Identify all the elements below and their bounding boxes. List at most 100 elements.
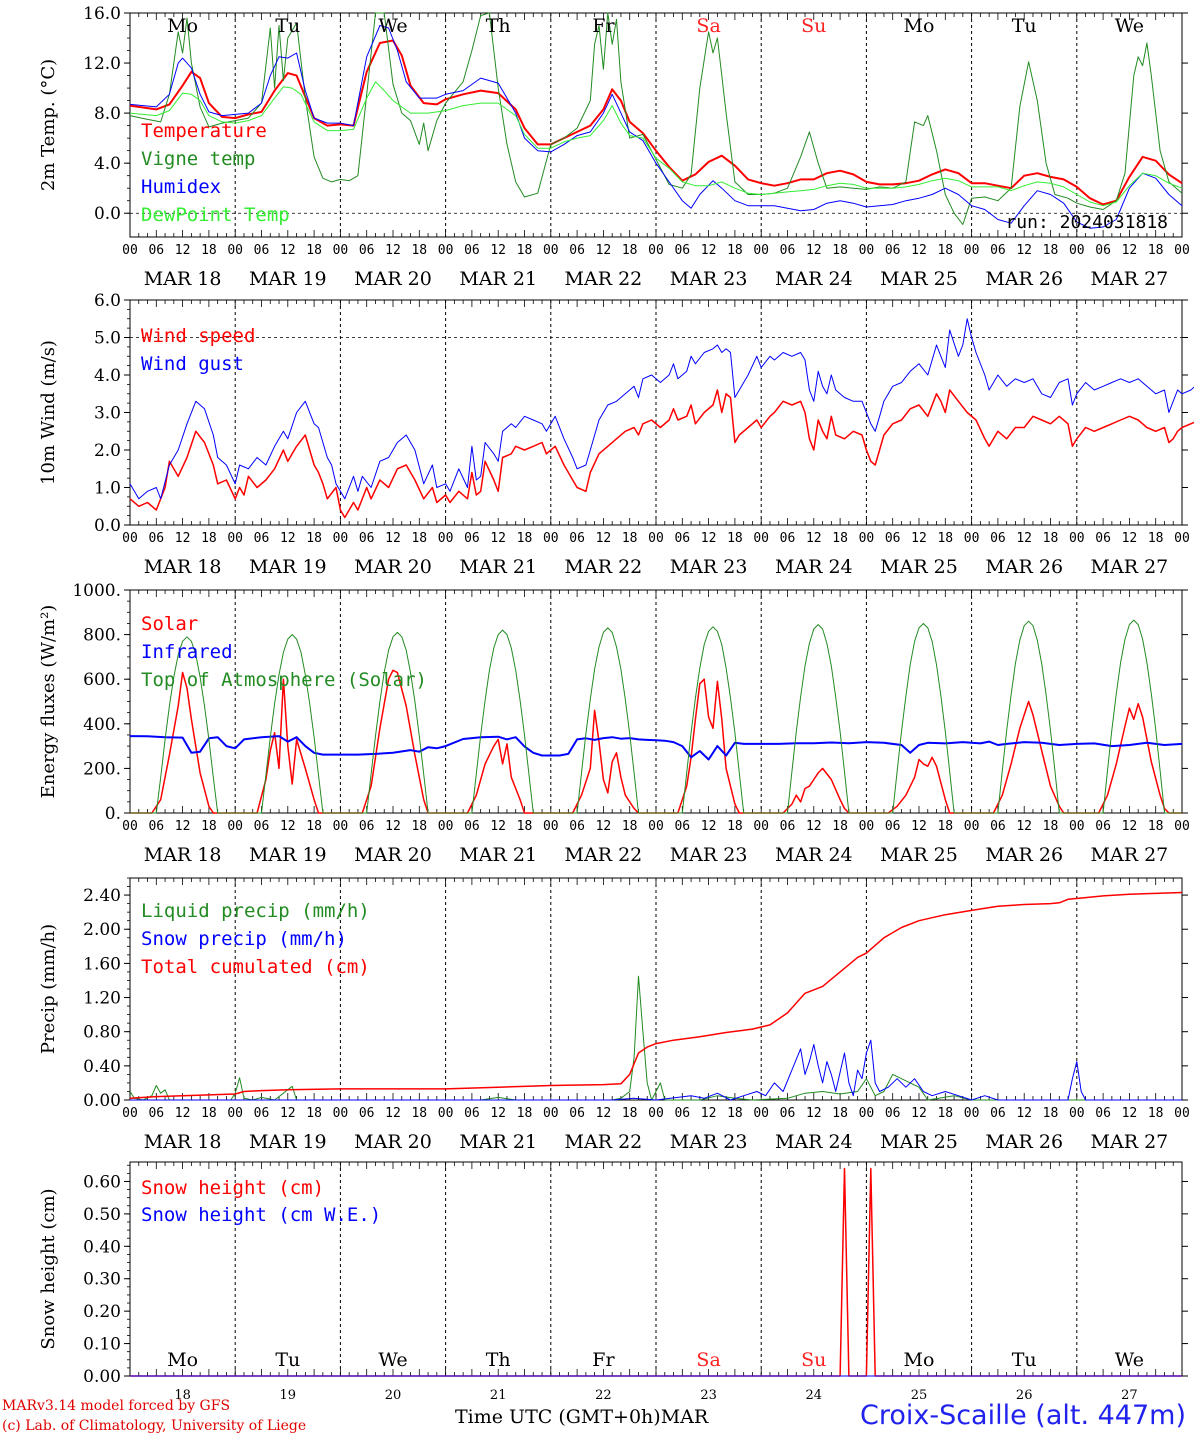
legend-entry: Total cumulated (cm) xyxy=(141,956,370,978)
hour-tick-label: 00 xyxy=(227,819,243,834)
day-number-label: 18 xyxy=(174,1388,191,1403)
day-number-label: 23 xyxy=(700,1388,717,1403)
hour-tick-label: 18 xyxy=(832,531,848,546)
hour-tick-label: 18 xyxy=(1043,531,1059,546)
y-tick-label: 0.20 xyxy=(83,1302,121,1322)
y-tick-label: 8.0 xyxy=(94,104,121,124)
y-tick-label: 0.0 xyxy=(94,204,121,224)
hour-tick-label: 06 xyxy=(359,1106,375,1121)
hour-tick-label: 00 xyxy=(964,531,980,546)
hour-tick-label: 18 xyxy=(517,531,533,546)
hour-tick-label: 00 xyxy=(648,531,664,546)
hour-tick-label: 12 xyxy=(490,243,506,258)
y-tick-label: 1.0 xyxy=(94,479,121,499)
hour-tick-label: 00 xyxy=(648,1106,664,1121)
day-of-week-label: Fr xyxy=(592,15,615,37)
y-axis-label: 10m Wind (m/s) xyxy=(38,340,59,485)
y-tick-label: 0.00 xyxy=(83,1091,121,1111)
hour-tick-label: 18 xyxy=(1148,1106,1164,1121)
hour-tick-label: 06 xyxy=(464,531,480,546)
hour-tick-label: 06 xyxy=(359,243,375,258)
hour-tick-label: 12 xyxy=(1122,819,1138,834)
legend-entry: Wind gust xyxy=(141,353,244,375)
y-tick-label: 16.0 xyxy=(83,4,121,24)
date-label: MAR 19 xyxy=(249,556,327,578)
hour-tick-label: 12 xyxy=(1016,1106,1032,1121)
date-label: MAR 21 xyxy=(459,1131,537,1153)
y-tick-label: 2.0 xyxy=(94,441,121,461)
day-number-label: 19 xyxy=(280,1388,297,1403)
hour-tick-label: 06 xyxy=(990,819,1006,834)
hour-tick-label: 00 xyxy=(1069,1106,1085,1121)
y-tick-label: 1.20 xyxy=(83,989,121,1009)
y-tick-label: 200. xyxy=(83,759,121,779)
day-of-week-label: Mo xyxy=(904,15,935,37)
y-tick-label: 0.30 xyxy=(83,1270,121,1290)
hour-tick-label: 12 xyxy=(806,243,822,258)
series-line xyxy=(129,25,1183,229)
day-number-label: 26 xyxy=(1016,1388,1033,1403)
hour-tick-label: 00 xyxy=(753,531,769,546)
hour-tick-label: 06 xyxy=(359,531,375,546)
day-of-week-label: Tu xyxy=(1012,1349,1037,1371)
date-label: MAR 27 xyxy=(1091,844,1169,866)
hour-tick-label: 00 xyxy=(438,243,454,258)
hour-tick-label: 00 xyxy=(333,819,349,834)
y-tick-label: 0.60 xyxy=(83,1172,121,1192)
date-label: MAR 24 xyxy=(775,1131,853,1153)
hour-tick-label: 06 xyxy=(885,819,901,834)
hour-tick-label: 12 xyxy=(1122,531,1138,546)
hour-tick-label: 12 xyxy=(385,531,401,546)
hour-tick-label: 06 xyxy=(990,531,1006,546)
y-axis-label: Snow height (cm) xyxy=(38,1188,59,1349)
day-of-week-label: Mo xyxy=(167,1349,198,1371)
legend-entry: Snow precip (mm/h) xyxy=(141,928,347,950)
x-axis-title-text: Time UTC (GMT+0h) xyxy=(455,1406,661,1428)
hour-tick-label: 06 xyxy=(885,1106,901,1121)
hour-tick-label: 12 xyxy=(806,1106,822,1121)
date-label: MAR 26 xyxy=(985,844,1063,866)
x-axis-month: MAR xyxy=(660,1406,709,1428)
hour-tick-label: 12 xyxy=(701,531,717,546)
hour-tick-label: 18 xyxy=(517,819,533,834)
date-label: MAR 24 xyxy=(775,268,853,290)
date-label: MAR 21 xyxy=(459,844,537,866)
hour-tick-label: 18 xyxy=(937,243,953,258)
hour-tick-label: 18 xyxy=(622,531,638,546)
panel-1 xyxy=(124,12,1188,238)
hour-tick-label: 12 xyxy=(175,1106,191,1121)
date-label: MAR 19 xyxy=(249,268,327,290)
date-label: MAR 24 xyxy=(775,844,853,866)
hour-tick-label: 18 xyxy=(1043,819,1059,834)
date-label: MAR 26 xyxy=(985,556,1063,578)
date-label: MAR 22 xyxy=(565,268,643,290)
hour-tick-label: 06 xyxy=(254,531,270,546)
legend-entry: Vigne temp xyxy=(141,148,255,170)
date-label: MAR 19 xyxy=(249,1131,327,1153)
hour-tick-label: 00 xyxy=(227,531,243,546)
legend-entry: Wind speed xyxy=(141,325,255,347)
hour-tick-label: 00 xyxy=(648,243,664,258)
plot-frame xyxy=(129,299,1183,526)
y-tick-label: 5.0 xyxy=(94,329,121,349)
hour-tick-label: 18 xyxy=(306,819,322,834)
series-line xyxy=(130,1039,1182,1101)
x-axis-title: Time UTC (GMT+0h)MAR xyxy=(455,1406,708,1428)
hour-tick-label: 12 xyxy=(701,1106,717,1121)
hour-tick-label: 00 xyxy=(122,819,138,834)
date-label: MAR 27 xyxy=(1091,268,1169,290)
hour-tick-label: 18 xyxy=(411,243,427,258)
date-label: MAR 18 xyxy=(144,268,222,290)
legend-entry: Liquid precip (mm/h) xyxy=(141,900,370,922)
hour-tick-label: 18 xyxy=(622,243,638,258)
date-label: MAR 22 xyxy=(565,1131,643,1153)
date-label: MAR 22 xyxy=(565,844,643,866)
hour-tick-label: 00 xyxy=(1174,819,1190,834)
panel-3 xyxy=(124,589,1188,814)
hour-tick-label: 18 xyxy=(832,1106,848,1121)
date-label: MAR 18 xyxy=(144,556,222,578)
hour-tick-label: 00 xyxy=(859,243,875,258)
y-tick-label: 0.0 xyxy=(94,516,121,536)
hour-tick-label: 06 xyxy=(674,531,690,546)
hour-tick-label: 00 xyxy=(122,1106,138,1121)
